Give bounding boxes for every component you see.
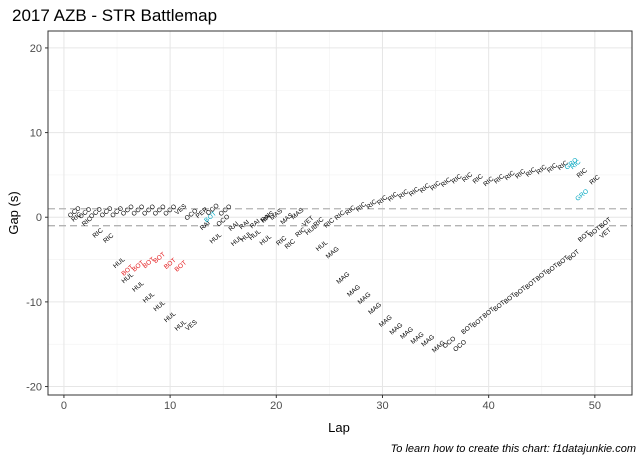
y-tick-label: -20 [26, 382, 42, 394]
y-tick-label: -10 [26, 297, 42, 309]
plot-border [47, 30, 633, 396]
x-tick-label: 40 [483, 400, 495, 412]
plot-panel [47, 30, 633, 396]
x-tick-label: 10 [164, 400, 176, 412]
plot-background [48, 31, 632, 395]
y-tick-label: 0 [36, 212, 42, 224]
y-axis: -20 -10 0 10 20 [26, 43, 48, 394]
chart-caption: To learn how to create this chart: f1dat… [391, 443, 636, 455]
y-tick-label: 10 [30, 128, 42, 140]
x-tick-label: 50 [589, 400, 601, 412]
x-axis: 0 10 20 30 40 50 [61, 395, 601, 412]
x-tick-label: 0 [61, 400, 67, 412]
chart-title: 2017 AZB - STR Battlemap [12, 6, 217, 25]
y-axis-title: Gap (s) [6, 191, 21, 234]
x-tick-label: 30 [376, 400, 388, 412]
x-tick-label: 20 [270, 400, 282, 412]
x-axis-title: Lap [328, 420, 350, 435]
y-tick-label: 20 [30, 43, 42, 55]
